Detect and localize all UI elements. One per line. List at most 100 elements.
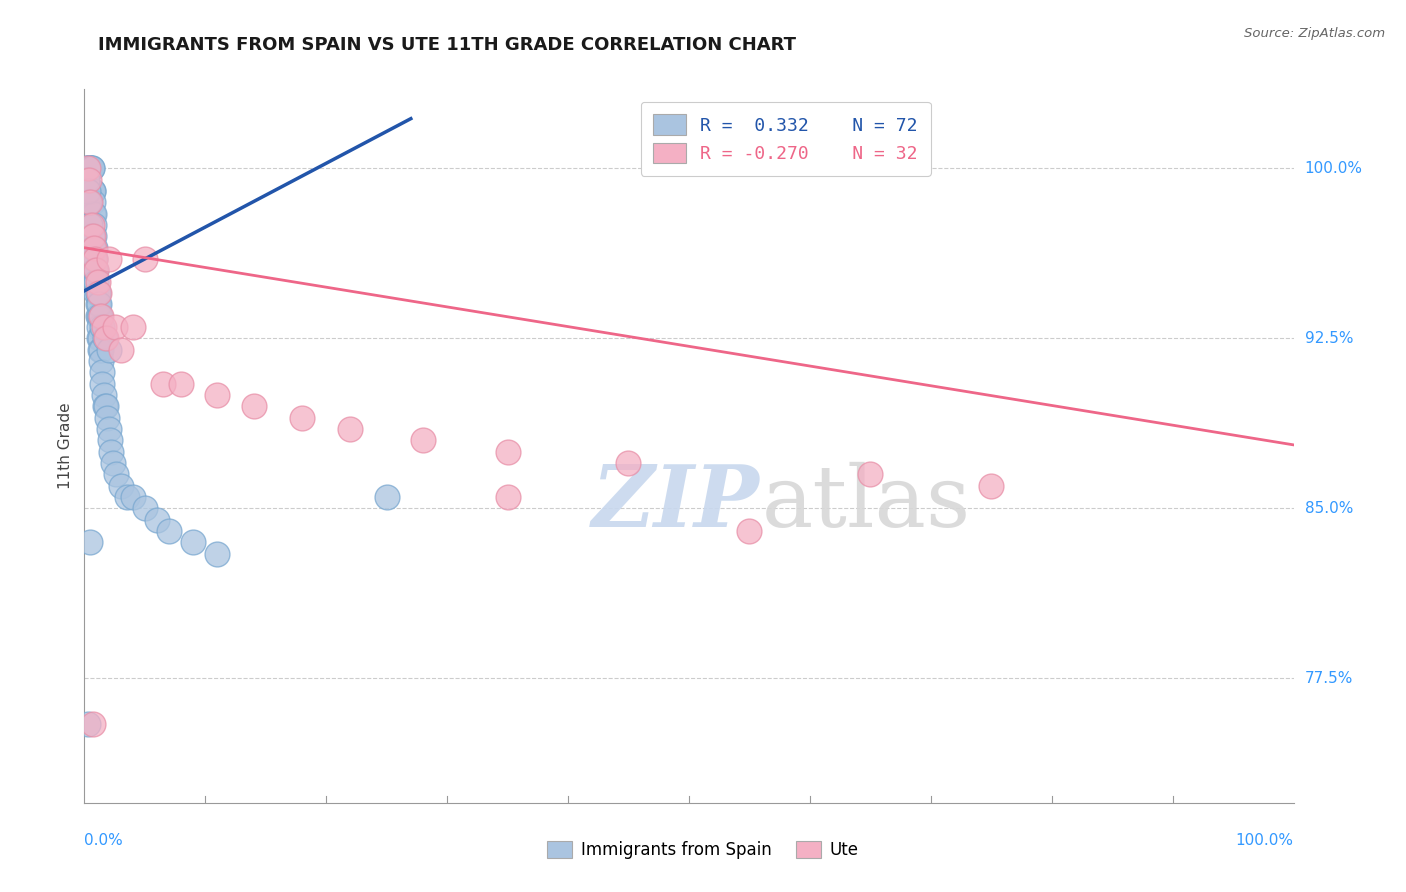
Point	[121, 490, 143, 504]
Point	[77, 161, 100, 176]
Point	[82, 716, 104, 731]
Point	[80, 184, 103, 198]
Point	[82, 184, 104, 198]
Point	[103, 456, 125, 470]
Point	[617, 456, 640, 470]
Text: 77.5%: 77.5%	[1305, 671, 1353, 686]
Point	[90, 343, 112, 357]
Point	[79, 161, 101, 176]
Point	[89, 309, 111, 323]
Point	[87, 320, 110, 334]
Point	[84, 252, 107, 266]
Point	[76, 173, 98, 187]
Point	[412, 434, 434, 448]
Point	[97, 252, 120, 266]
Point	[80, 229, 103, 244]
Point	[242, 400, 264, 414]
Point	[170, 376, 193, 391]
Point	[86, 275, 108, 289]
Point	[80, 161, 103, 176]
Point	[77, 195, 100, 210]
Text: 100.0%: 100.0%	[1305, 161, 1362, 176]
Legend: Immigrants from Spain, Ute: Immigrants from Spain, Ute	[541, 834, 865, 866]
Y-axis label: 11th Grade: 11th Grade	[58, 402, 73, 490]
Point	[738, 524, 761, 538]
Point	[77, 161, 100, 176]
Point	[80, 218, 103, 232]
Legend: R =  0.332    N = 72, R = -0.270    N = 32: R = 0.332 N = 72, R = -0.270 N = 32	[641, 102, 931, 176]
Point	[94, 331, 117, 345]
Point	[375, 490, 398, 504]
Text: ZIP: ZIP	[592, 461, 761, 545]
Point	[496, 490, 519, 504]
Point	[91, 376, 114, 391]
Point	[859, 467, 882, 482]
Point	[104, 320, 127, 334]
Point	[181, 535, 204, 549]
Point	[79, 195, 101, 210]
Point	[83, 252, 105, 266]
Point	[86, 286, 108, 301]
Point	[77, 161, 100, 176]
Point	[77, 161, 100, 176]
Point	[121, 320, 143, 334]
Point	[84, 263, 107, 277]
Point	[97, 422, 120, 436]
Point	[90, 354, 112, 368]
Point	[83, 207, 105, 221]
Point	[82, 195, 104, 210]
Point	[496, 444, 519, 458]
Point	[86, 297, 108, 311]
Point	[93, 388, 115, 402]
Point	[115, 490, 138, 504]
Point	[94, 400, 117, 414]
Point	[980, 478, 1002, 492]
Point	[79, 161, 101, 176]
Point	[79, 218, 101, 232]
Text: atlas: atlas	[762, 461, 970, 545]
Point	[91, 365, 114, 379]
Point	[97, 343, 120, 357]
Text: 0.0%: 0.0%	[84, 833, 124, 848]
Text: 92.5%: 92.5%	[1305, 331, 1353, 346]
Point	[83, 218, 105, 232]
Point	[84, 241, 107, 255]
Point	[86, 263, 108, 277]
Point	[83, 229, 105, 244]
Point	[110, 478, 132, 492]
Point	[207, 388, 229, 402]
Point	[339, 422, 361, 436]
Point	[82, 184, 104, 198]
Point	[96, 410, 118, 425]
Point	[79, 535, 101, 549]
Point	[134, 501, 156, 516]
Point	[89, 331, 111, 345]
Point	[100, 444, 122, 458]
Point	[98, 434, 121, 448]
Point	[86, 286, 108, 301]
Point	[86, 263, 108, 277]
Point	[152, 376, 174, 391]
Point	[79, 161, 101, 176]
Point	[91, 320, 114, 334]
Point	[110, 343, 132, 357]
Point	[86, 286, 108, 301]
Point	[94, 331, 117, 345]
Point	[84, 252, 107, 266]
Point	[93, 320, 115, 334]
Point	[87, 297, 110, 311]
Text: IMMIGRANTS FROM SPAIN VS UTE 11TH GRADE CORRELATION CHART: IMMIGRANTS FROM SPAIN VS UTE 11TH GRADE …	[98, 36, 796, 54]
Point	[146, 513, 169, 527]
Point	[89, 343, 111, 357]
Point	[82, 229, 104, 244]
Point	[80, 161, 103, 176]
Point	[86, 275, 108, 289]
Point	[291, 410, 314, 425]
Point	[87, 309, 110, 323]
Point	[87, 331, 110, 345]
Point	[77, 184, 100, 198]
Point	[77, 161, 100, 176]
Point	[84, 263, 107, 277]
Point	[90, 309, 112, 323]
Point	[77, 173, 100, 187]
